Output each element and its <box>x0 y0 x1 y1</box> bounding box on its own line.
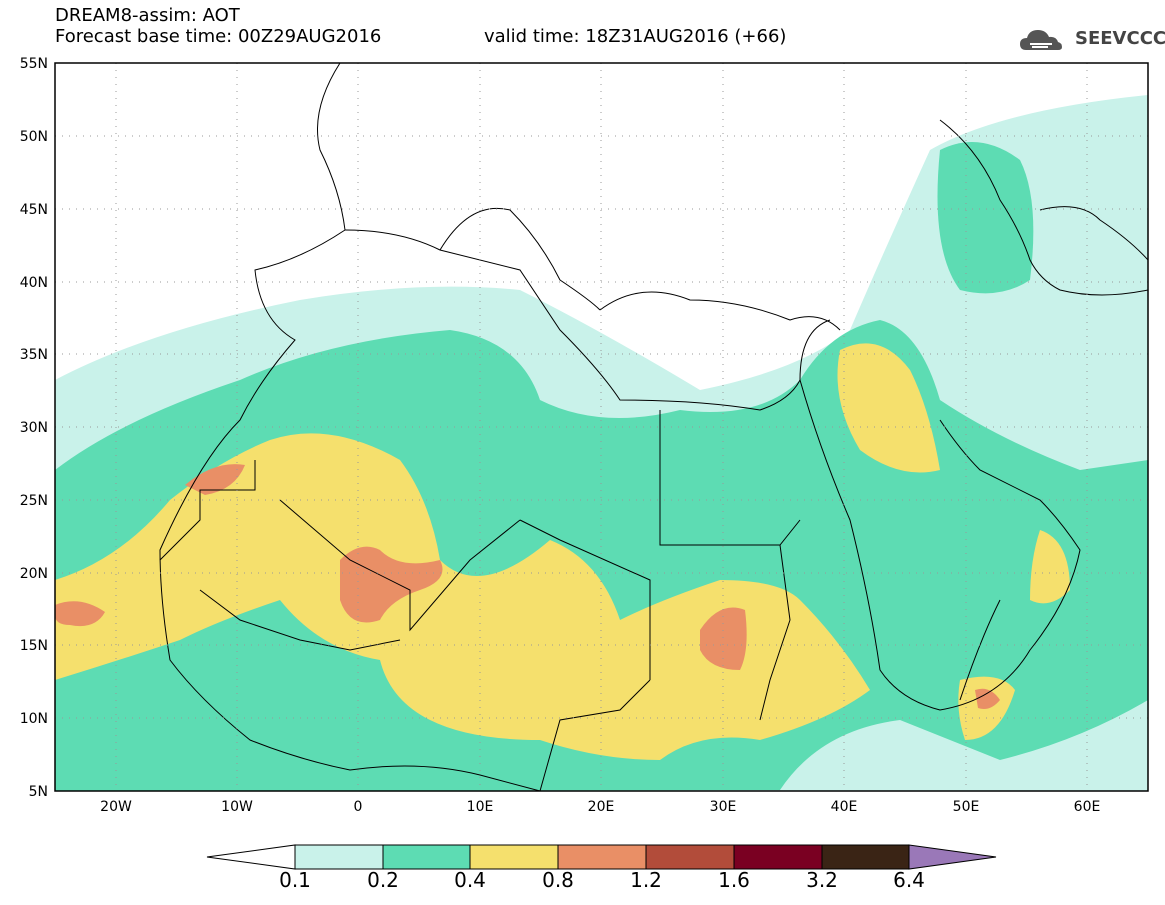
lat-label: 5N <box>29 784 48 800</box>
lon-label: 20E <box>588 799 615 815</box>
colorbar-bin <box>733 844 823 870</box>
lat-label: 20N <box>20 566 48 582</box>
lon-label: 10W <box>221 799 253 815</box>
lat-label: 45N <box>20 202 48 218</box>
colorbar-over-triangle <box>908 844 997 870</box>
lat-label: 40N <box>20 275 48 291</box>
colorbar-label: 6.4 <box>893 868 925 892</box>
lat-label: 10N <box>20 711 48 727</box>
coastlines-borders <box>159 63 1148 791</box>
lon-label: 30E <box>710 799 737 815</box>
colorbar-bin <box>469 844 559 870</box>
lat-label: 50N <box>20 129 48 145</box>
colorbar-label: 1.2 <box>630 868 662 892</box>
lon-label: 10E <box>467 799 494 815</box>
lon-label: 0 <box>354 799 363 815</box>
lon-label: 20W <box>100 799 132 815</box>
lat-axis: 55N 50N 45N 40N 35N 30N 25N 20N 15N 10N … <box>20 56 48 800</box>
lon-axis: 20W 10W 0 10E 20E 30E 40E 50E 60E <box>100 799 1100 815</box>
colorbar <box>206 844 997 870</box>
colorbar-label: 1.6 <box>718 868 750 892</box>
cloud-logo-icon <box>1020 30 1062 50</box>
lon-label: 50E <box>953 799 980 815</box>
lat-label: 35N <box>20 347 48 363</box>
colorbar-bin <box>645 844 735 870</box>
forecast-base-time: Forecast base time: 00Z29AUG2016 <box>55 26 382 47</box>
graticule <box>55 63 1148 791</box>
lat-label: 25N <box>20 493 48 509</box>
lat-label: 30N <box>20 420 48 436</box>
colorbar-label: 0.1 <box>279 868 311 892</box>
lat-label: 15N <box>20 638 48 654</box>
colorbar-label: 0.2 <box>367 868 399 892</box>
model-title: DREAM8-assim: AOT <box>55 5 240 26</box>
valid-time: valid time: 18Z31AUG2016 (+66) <box>484 26 787 47</box>
colorbar-bin <box>821 844 910 870</box>
colorbar-label: 0.8 <box>542 868 574 892</box>
colorbar-bin <box>294 844 384 870</box>
colorbar-bin <box>382 844 471 870</box>
lon-label: 40E <box>831 799 858 815</box>
colorbar-labels: 0.1 0.2 0.4 0.8 1.2 1.6 3.2 6.4 <box>0 868 1165 894</box>
colorbar-label: 3.2 <box>806 868 838 892</box>
colorbar-bin <box>557 844 647 870</box>
logo-text: SEEVCCC <box>1075 28 1165 49</box>
colorbar-label: 0.4 <box>454 868 486 892</box>
colorbar-under-triangle <box>206 844 296 870</box>
map-frame <box>54 62 1149 792</box>
lon-label: 60E <box>1074 799 1101 815</box>
lat-label: 55N <box>20 56 48 72</box>
